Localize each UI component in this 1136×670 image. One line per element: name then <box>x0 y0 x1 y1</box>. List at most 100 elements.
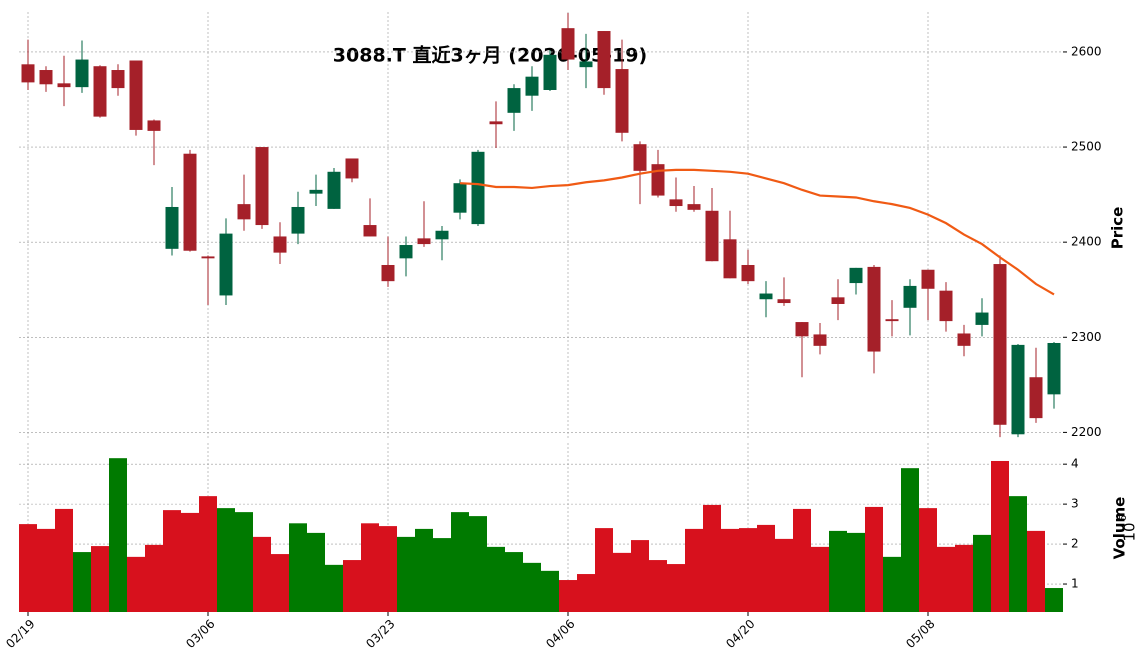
candle-body <box>183 153 197 251</box>
volume-bar <box>1009 496 1027 612</box>
offset-exponent: 6 <box>1118 515 1129 521</box>
candle-body <box>219 233 233 296</box>
x-tick-label: 04/06 <box>543 617 577 651</box>
volume-bar <box>577 574 595 612</box>
volume-bar <box>37 528 55 612</box>
volume-bar <box>217 508 235 612</box>
y-tick-label: 3 <box>1071 497 1079 511</box>
candle-body <box>867 266 881 352</box>
volume-bar <box>1027 530 1045 612</box>
candle-body <box>795 322 809 337</box>
volume-bar <box>937 546 955 612</box>
volume-bar <box>379 526 397 612</box>
candle-body <box>993 264 1007 425</box>
volume-bar <box>451 512 469 612</box>
volume-bar <box>253 536 271 612</box>
x-tick-label: 03/06 <box>183 617 217 651</box>
candle-body <box>1011 344 1025 435</box>
x-tick-label: 03/23 <box>363 617 397 651</box>
volume-bar <box>631 540 649 612</box>
volume-bar <box>973 534 991 612</box>
volume-bar <box>181 512 199 612</box>
volume-bar <box>955 544 973 612</box>
volume-bar <box>289 523 307 612</box>
candle-body <box>741 264 755 282</box>
candle-body <box>975 312 989 325</box>
candle-body <box>525 76 539 96</box>
candle-body <box>939 290 953 322</box>
candle-body <box>147 120 161 131</box>
y-axis-label: Volume <box>1111 497 1129 560</box>
candle-body <box>597 31 611 89</box>
volume-bar <box>847 532 865 612</box>
candle-body <box>849 267 863 284</box>
volume-bar <box>145 544 163 612</box>
volume-bar <box>19 524 37 612</box>
candle-body <box>273 236 287 253</box>
candle-body <box>1047 342 1061 395</box>
candle-body <box>885 319 899 322</box>
volume-bar <box>739 528 757 612</box>
y-tick-label: 1 <box>1071 577 1079 591</box>
volume-bar <box>505 552 523 612</box>
candle-body <box>111 70 125 89</box>
volume-bar <box>163 510 181 612</box>
x-tick-label: 05/08 <box>903 617 937 651</box>
candle-body <box>615 69 629 133</box>
candle-body <box>255 147 269 226</box>
volume-bar <box>811 546 829 612</box>
y-tick-label: 2200 <box>1071 425 1102 439</box>
volume-bar <box>541 570 559 612</box>
volume-bar <box>865 506 883 612</box>
candle-body <box>129 60 143 130</box>
candle-body <box>453 183 467 213</box>
y-tick-label: 2300 <box>1071 330 1102 344</box>
volume-bar <box>1045 588 1063 612</box>
candle-body <box>39 70 53 85</box>
volume-bar <box>991 460 1009 612</box>
y-tick-label: 4 <box>1071 457 1079 471</box>
candle-body <box>471 151 485 225</box>
candle-body <box>381 264 395 282</box>
candle-body <box>1029 377 1043 419</box>
candle-body <box>633 144 647 171</box>
volume-bar <box>199 496 217 612</box>
candle-body <box>507 88 521 113</box>
volume-bar <box>757 524 775 612</box>
candle-body <box>489 121 503 125</box>
candle-body <box>723 239 737 279</box>
candle-body <box>21 64 35 83</box>
volume-bar <box>91 546 109 612</box>
candle-body <box>759 293 773 300</box>
candle-body <box>669 199 683 207</box>
volume-bar <box>397 536 415 612</box>
volume-bar <box>109 458 127 612</box>
volume-bar <box>595 528 613 612</box>
volume-bar <box>523 562 541 612</box>
volume-bar <box>793 508 811 612</box>
candle-body <box>921 269 935 289</box>
volume-bar <box>613 552 631 612</box>
candle-body <box>957 333 971 346</box>
volume-bar <box>721 528 739 612</box>
candle-body <box>399 245 413 259</box>
candle-body <box>57 83 71 88</box>
candle-body <box>237 204 251 220</box>
volume-bar <box>703 504 721 612</box>
x-tick-label: 04/20 <box>723 617 757 651</box>
candle-body <box>543 54 557 90</box>
volume-bar <box>487 546 505 612</box>
candle-body <box>309 189 323 194</box>
moving-average-line <box>459 168 1055 296</box>
volume-bar <box>775 538 793 612</box>
volume-bar <box>361 523 379 612</box>
candle-body <box>435 230 449 240</box>
volume-bar <box>883 556 901 612</box>
candle-body <box>687 204 701 210</box>
candle-body <box>705 210 719 262</box>
volume-bar <box>343 560 361 612</box>
offset-text: 10 6 <box>1118 515 1136 542</box>
volume-bar <box>649 560 667 612</box>
candle-body <box>291 206 305 234</box>
